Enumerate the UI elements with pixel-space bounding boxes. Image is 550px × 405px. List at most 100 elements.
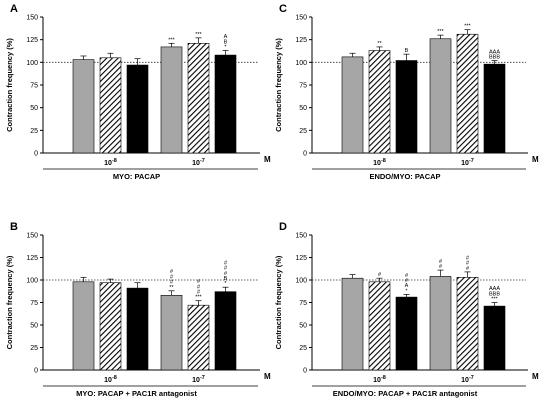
significance-label: *** bbox=[464, 24, 471, 30]
bar bbox=[160, 46, 183, 154]
unit-label: M bbox=[532, 155, 539, 164]
significance-label: # bbox=[170, 274, 174, 280]
significance-label: # bbox=[439, 264, 443, 270]
x-tick-exponent: -7 bbox=[200, 375, 205, 381]
significance-label: # bbox=[170, 269, 174, 275]
significance-label: B bbox=[405, 48, 409, 54]
significance-label: *** bbox=[437, 29, 444, 35]
y-tick-label: 25 bbox=[30, 128, 38, 135]
significance-label: *** bbox=[168, 37, 175, 43]
significance-label: BBB bbox=[489, 291, 500, 297]
panel-letter: A bbox=[10, 3, 18, 15]
x-tick-label: 10-8 bbox=[373, 158, 386, 167]
panel-d: D Contraction frequency (%) 0 25 50 75 100 125 1… bbox=[274, 221, 539, 398]
panel-letter: C bbox=[279, 3, 287, 15]
significance-label: BBB bbox=[489, 55, 500, 61]
x-tick-exponent: -7 bbox=[469, 158, 474, 164]
bar bbox=[99, 57, 122, 154]
panel-caption: MYO: PACAP + PAC1R antagonist bbox=[76, 389, 197, 398]
y-tick-label: 75 bbox=[299, 300, 307, 307]
significance-label: ** bbox=[169, 285, 174, 291]
y-tick-label: 125 bbox=[26, 37, 38, 44]
panel-letter: D bbox=[279, 221, 287, 233]
bar bbox=[395, 60, 418, 154]
x-tick-base: 10 bbox=[192, 377, 200, 384]
y-axis-label: Contraction frequency (%) bbox=[5, 38, 14, 132]
significance-label: *** bbox=[195, 295, 202, 301]
bar bbox=[456, 33, 479, 154]
y-tick-label: 100 bbox=[26, 60, 38, 67]
x-tick-label: 10-7 bbox=[192, 158, 205, 167]
panel-caption: ENDO/MYO: PACAP bbox=[369, 172, 440, 181]
y-tick-label: 150 bbox=[26, 15, 38, 22]
bar bbox=[187, 304, 210, 371]
y-tick-label: 25 bbox=[299, 345, 307, 352]
y-tick-label: 0 bbox=[34, 368, 38, 375]
x-tick-exponent: -7 bbox=[200, 158, 205, 164]
x-tick-exponent: -8 bbox=[112, 158, 117, 164]
x-tick-exponent: -7 bbox=[469, 375, 474, 381]
panel-a: A Contraction frequency (%) 0 25 50 75 100 125 1… bbox=[5, 3, 271, 181]
y-tick-label: 75 bbox=[30, 83, 38, 90]
y-tick-label: 100 bbox=[26, 278, 38, 285]
y-tick-label: 25 bbox=[299, 128, 307, 135]
x-tick-label: 10-8 bbox=[104, 375, 117, 384]
significance-label: # bbox=[466, 266, 470, 272]
bar bbox=[368, 281, 391, 371]
significance-label: AAA bbox=[489, 49, 500, 55]
bar bbox=[483, 305, 506, 371]
bar bbox=[126, 287, 149, 371]
bar bbox=[160, 294, 183, 371]
y-axis-label: Contraction frequency (%) bbox=[274, 255, 283, 349]
unit-label: M bbox=[264, 372, 271, 381]
y-tick-label: 125 bbox=[295, 255, 307, 262]
significance-label: AAA bbox=[489, 286, 500, 292]
significance-label: A bbox=[405, 283, 409, 289]
significance-label: # bbox=[224, 260, 228, 266]
y-tick-label: 150 bbox=[295, 233, 307, 240]
significance-label: B bbox=[224, 276, 228, 282]
y-tick-label: 125 bbox=[295, 37, 307, 44]
y-tick-label: 50 bbox=[30, 105, 38, 112]
bar bbox=[72, 281, 95, 371]
x-tick-label: 10-7 bbox=[461, 158, 474, 167]
bar bbox=[429, 276, 452, 371]
bar bbox=[429, 38, 452, 154]
significance-label: # bbox=[197, 284, 201, 290]
significance-label: *** bbox=[491, 297, 498, 303]
bar bbox=[214, 54, 237, 154]
bar bbox=[99, 282, 122, 371]
y-axis-label: Contraction frequency (%) bbox=[5, 255, 14, 349]
y-tick-label: 50 bbox=[299, 323, 307, 330]
significance-label: * bbox=[224, 45, 227, 51]
x-tick-base: 10 bbox=[192, 160, 200, 167]
significance-label: A bbox=[224, 34, 228, 40]
y-tick-label: 25 bbox=[30, 345, 38, 352]
panel-c: C Contraction frequency (%) 0 25 50 75 100 125 1… bbox=[274, 3, 539, 181]
x-tick-base: 10 bbox=[104, 377, 112, 384]
bar bbox=[72, 59, 95, 154]
x-tick-exponent: -8 bbox=[112, 375, 117, 381]
significance-label: B bbox=[224, 39, 228, 45]
unit-label: M bbox=[532, 372, 539, 381]
significance-label: # bbox=[466, 256, 470, 262]
x-tick-base: 10 bbox=[461, 160, 469, 167]
bar bbox=[187, 42, 210, 154]
bar bbox=[483, 63, 506, 154]
significance-label: ** bbox=[377, 41, 382, 47]
y-tick-label: 0 bbox=[303, 368, 307, 375]
x-tick-label: 10-7 bbox=[192, 375, 205, 384]
significance-label: # bbox=[439, 259, 443, 265]
significance-label: # bbox=[224, 266, 228, 272]
bar bbox=[456, 276, 479, 371]
significance-label: # bbox=[405, 273, 409, 279]
x-tick-exponent: -8 bbox=[381, 158, 386, 164]
y-tick-label: 150 bbox=[295, 15, 307, 22]
x-tick-base: 10 bbox=[373, 377, 381, 384]
significance-label: * bbox=[405, 288, 408, 294]
bar bbox=[395, 296, 418, 371]
y-tick-label: 75 bbox=[299, 83, 307, 90]
y-tick-label: 100 bbox=[295, 60, 307, 67]
bar bbox=[341, 56, 364, 154]
